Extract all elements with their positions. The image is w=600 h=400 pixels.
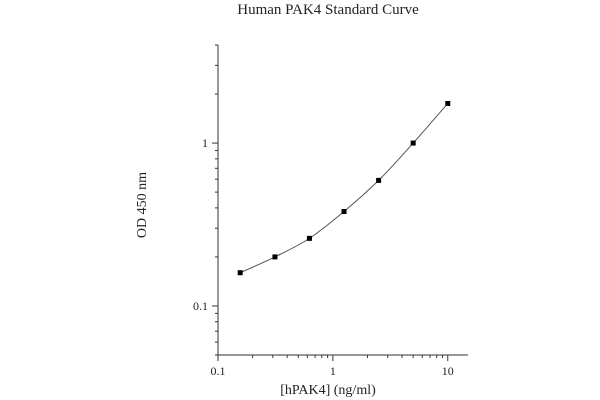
data-point: [445, 100, 451, 106]
series-line: [239, 103, 449, 274]
axis-tick-labels: 0.1 1 10 0.1 1: [193, 136, 454, 378]
y-tick-label: 0.1: [193, 299, 208, 313]
x-tick-label: 1: [330, 364, 336, 378]
data-point: [410, 140, 416, 146]
x-axis-label: [hPAK4] (ng/ml): [280, 383, 376, 398]
series-markers: [237, 100, 451, 276]
chart-title: Human PAK4 Standard Curve: [237, 2, 419, 18]
y-axis-label: OD 450 nm: [135, 172, 150, 238]
data-point: [272, 254, 278, 260]
data-point: [376, 177, 382, 183]
data-point: [237, 270, 243, 276]
x-tick-label: 10: [442, 364, 454, 378]
axis-ticks: [212, 44, 449, 361]
data-point: [306, 235, 312, 241]
y-tick-label: 1: [202, 136, 208, 150]
data-point: [341, 209, 347, 215]
x-tick-label: 0.1: [211, 364, 226, 378]
